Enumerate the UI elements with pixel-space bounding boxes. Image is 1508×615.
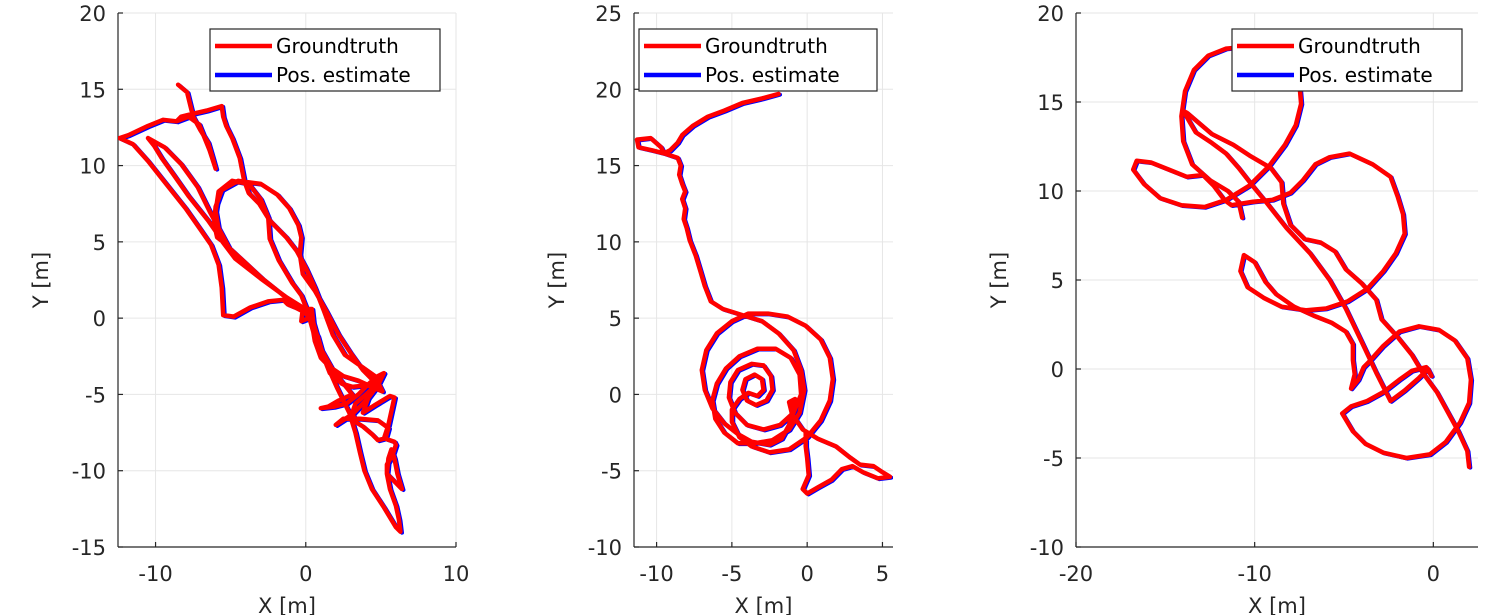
legend-label: Pos. estimate bbox=[276, 63, 411, 87]
y-axis-label: Y [m] bbox=[29, 252, 53, 309]
y-tick-label: 15 bbox=[595, 155, 622, 179]
x-tick-label: -5 bbox=[721, 562, 742, 586]
legend-label: Groundtruth bbox=[276, 34, 399, 58]
legend-label: Groundtruth bbox=[705, 34, 828, 58]
x-tick-label: 0 bbox=[299, 562, 312, 586]
y-tick-label: 0 bbox=[93, 307, 106, 331]
y-tick-label: -10 bbox=[588, 536, 622, 560]
y-tick-label: -10 bbox=[72, 460, 106, 484]
series-line-groundtruth bbox=[634, 91, 893, 496]
series-line-groundtruth bbox=[118, 82, 405, 534]
x-tick-label: 5 bbox=[876, 562, 889, 586]
y-tick-label: 10 bbox=[1037, 180, 1064, 204]
series-group bbox=[634, 91, 893, 497]
y-tick-label: 20 bbox=[1037, 2, 1064, 26]
x-axis-label: X [m] bbox=[258, 594, 316, 615]
x-tick-label: -10 bbox=[138, 562, 172, 586]
y-tick-label: 0 bbox=[609, 383, 622, 407]
x-tick-label: -10 bbox=[639, 562, 673, 586]
y-tick-label: 0 bbox=[1051, 358, 1064, 382]
series-group bbox=[1130, 44, 1475, 470]
chart-panel-2: -10 -5 0 5 -10 -5 0 5 10 15 20 25 X [m] Y [m] Groundtr… bbox=[545, 2, 893, 615]
legend: Groundtruth Pos. estimate bbox=[638, 28, 878, 92]
x-axis-label: X [m] bbox=[735, 594, 793, 615]
y-tick-label: -10 bbox=[1030, 536, 1064, 560]
y-tick-label: 10 bbox=[595, 231, 622, 255]
x-tick-label: 0 bbox=[1427, 562, 1440, 586]
legend-box bbox=[638, 28, 878, 92]
legend-label: Pos. estimate bbox=[1298, 63, 1433, 87]
legend: Groundtruth Pos. estimate bbox=[1231, 28, 1463, 92]
legend-box bbox=[209, 28, 441, 92]
y-tick-label: 10 bbox=[79, 155, 106, 179]
legend-label: Groundtruth bbox=[1298, 34, 1421, 58]
chart-panel-1: -10 0 10 -15 -10 -5 0 5 10 15 20 X [m] Y [m] Groundtr… bbox=[29, 2, 469, 615]
series-line-pos-estimate bbox=[636, 92, 893, 497]
y-tick-label: 15 bbox=[1037, 91, 1064, 115]
legend-label: Pos. estimate bbox=[705, 63, 840, 87]
y-tick-label: -5 bbox=[85, 383, 106, 407]
series-group bbox=[118, 82, 406, 535]
y-tick-label: -5 bbox=[1043, 447, 1064, 471]
x-tick-label: 10 bbox=[443, 562, 470, 586]
legend-box bbox=[1231, 28, 1463, 92]
y-tick-label: 5 bbox=[609, 307, 622, 331]
y-tick-label: 20 bbox=[79, 2, 106, 26]
x-tick-label: -10 bbox=[1238, 562, 1272, 586]
series-line-groundtruth bbox=[1130, 44, 1474, 470]
y-tick-label: -5 bbox=[601, 460, 622, 484]
y-tick-label: -15 bbox=[72, 536, 106, 560]
legend: Groundtruth Pos. estimate bbox=[209, 28, 441, 92]
y-tick-label: 15 bbox=[79, 78, 106, 102]
y-axis-label: Y [m] bbox=[987, 252, 1011, 309]
x-tick-label: -20 bbox=[1059, 562, 1093, 586]
x-tick-label: 0 bbox=[800, 562, 813, 586]
y-tick-label: 25 bbox=[595, 2, 622, 26]
y-tick-label: 20 bbox=[595, 78, 622, 102]
y-axis-label: Y [m] bbox=[545, 252, 569, 309]
y-tick-label: 5 bbox=[93, 231, 106, 255]
x-axis-label: X [m] bbox=[1248, 594, 1306, 615]
y-tick-label: 5 bbox=[1051, 269, 1064, 293]
